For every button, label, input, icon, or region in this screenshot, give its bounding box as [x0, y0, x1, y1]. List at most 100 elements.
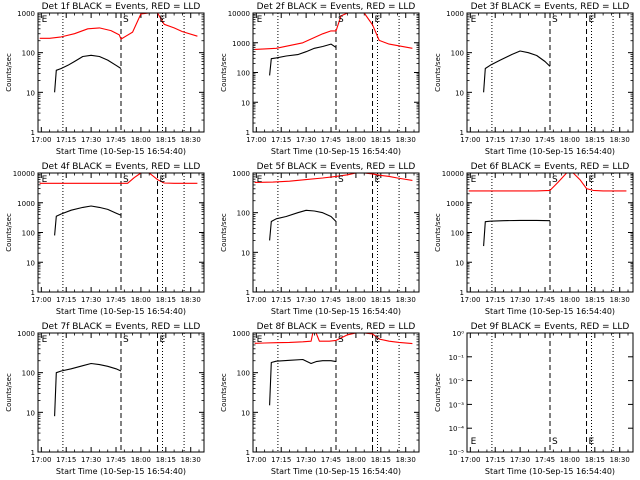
- x-tick-label: 17:15: [56, 456, 76, 464]
- x-tick-label: 17:00: [246, 456, 266, 464]
- event-marker-label: E: [42, 175, 48, 185]
- x-tick-label: 18:30: [610, 296, 630, 304]
- y-tick-label: 10: [455, 89, 464, 97]
- x-tick-label: 18:30: [396, 456, 416, 464]
- x-tick-label: 18:15: [156, 296, 176, 304]
- plot-title: Det 3f BLACK = Events, RED = LLD: [471, 2, 630, 12]
- x-tick-label: 17:30: [510, 136, 530, 144]
- y-tick-label: 100: [22, 370, 35, 378]
- y-tick-label: 1: [246, 129, 250, 137]
- y-tick-label: 10⁻⁵: [449, 449, 465, 457]
- y-axis-label: Counts/sec: [434, 53, 442, 92]
- x-tick-label: 18:15: [585, 296, 605, 304]
- y-tick-label: 10⁻¹: [449, 354, 465, 362]
- plot-title: Det 8f BLACK = Events, RED = LLD: [257, 322, 416, 332]
- y-tick-label: 100: [451, 230, 464, 238]
- x-tick-label: 17:45: [106, 296, 126, 304]
- y-tick-label: 100: [237, 370, 250, 378]
- event-marker-label: E: [375, 15, 381, 25]
- lld-series-line: [254, 172, 413, 183]
- y-axis-label: Counts/sec: [434, 213, 442, 252]
- x-tick-label: 17:15: [56, 136, 76, 144]
- x-tick-label: 18:00: [560, 296, 580, 304]
- events-series-line: [54, 54, 122, 93]
- x-tick-label: 17:45: [106, 136, 126, 144]
- x-tick-label: 17:15: [485, 136, 505, 144]
- plot-frame: [466, 172, 634, 293]
- event-marker-label: E: [160, 15, 166, 25]
- y-tick-label: 100: [237, 210, 250, 218]
- y-tick-label: 100: [22, 50, 35, 58]
- lld-series-line: [254, 12, 413, 50]
- y-axis-label: Counts/sec: [434, 373, 442, 412]
- x-axis-label: Start Time (10-Sep-15 16:54:40): [56, 467, 186, 476]
- y-tick-label: 1000: [17, 330, 35, 338]
- event-marker-label: E: [471, 15, 477, 25]
- y-axis-label: Counts/sec: [5, 373, 13, 412]
- x-tick-label: 17:00: [460, 456, 480, 464]
- x-tick-label: 18:15: [156, 456, 176, 464]
- x-tick-label: 17:15: [485, 296, 505, 304]
- y-tick-label: 10: [26, 89, 35, 97]
- x-axis-label: Start Time (10-Sep-15 16:54:40): [485, 307, 615, 316]
- y-axis-label: Counts/sec: [220, 213, 228, 252]
- event-marker-label: E: [589, 175, 595, 185]
- x-tick-label: 18:00: [346, 456, 366, 464]
- x-tick-label: 18:15: [371, 456, 391, 464]
- x-axis-label: Start Time (10-Sep-15 16:54:40): [271, 147, 401, 156]
- events-series-line: [483, 50, 551, 93]
- y-axis-label: Counts/sec: [5, 213, 13, 252]
- x-tick-label: 18:00: [131, 136, 151, 144]
- y-tick-label: 1000: [232, 40, 250, 48]
- x-tick-label: 18:30: [610, 136, 630, 144]
- events-series-line: [269, 358, 337, 406]
- x-tick-label: 18:15: [585, 136, 605, 144]
- x-tick-label: 17:45: [321, 296, 341, 304]
- x-tick-label: 17:45: [321, 136, 341, 144]
- plot-frame: [37, 172, 205, 293]
- event-marker-label: E: [375, 335, 381, 345]
- x-tick-label: 17:30: [510, 456, 530, 464]
- plot-frame: [252, 12, 420, 133]
- x-tick-label: 17:45: [321, 456, 341, 464]
- x-axis-label: Start Time (10-Sep-15 16:54:40): [485, 467, 615, 476]
- event-marker-label: E: [471, 175, 477, 185]
- x-tick-label: 17:45: [535, 136, 555, 144]
- x-tick-label: 18:00: [346, 136, 366, 144]
- event-marker-label: E: [471, 437, 477, 447]
- x-tick-label: 18:15: [371, 296, 391, 304]
- event-marker-label: E: [589, 437, 595, 447]
- event-marker-label: S: [338, 15, 344, 25]
- y-tick-label: 1: [31, 129, 35, 137]
- x-tick-label: 17:15: [485, 456, 505, 464]
- event-marker-label: E: [257, 15, 263, 25]
- plot-title: Det 9f BLACK = Events, RED = LLD: [471, 322, 630, 332]
- y-tick-label: 10000: [228, 10, 250, 18]
- x-tick-label: 17:45: [535, 296, 555, 304]
- x-tick-label: 18:15: [156, 136, 176, 144]
- y-axis-label: Counts/sec: [220, 53, 228, 92]
- x-tick-label: 18:00: [560, 456, 580, 464]
- y-tick-label: 1: [460, 129, 464, 137]
- x-tick-label: 17:30: [81, 456, 101, 464]
- y-tick-label: 100: [451, 50, 464, 58]
- y-tick-label: 10⁻³: [449, 401, 465, 409]
- x-axis-label: Start Time (10-Sep-15 16:54:40): [271, 467, 401, 476]
- event-marker-label: E: [42, 15, 48, 25]
- event-marker-label: E: [257, 175, 263, 185]
- x-tick-label: 18:00: [131, 296, 151, 304]
- event-marker-label: S: [123, 175, 129, 185]
- y-tick-label: 100: [22, 230, 35, 238]
- x-tick-label: 17:15: [271, 456, 291, 464]
- x-tick-label: 18:00: [131, 456, 151, 464]
- y-tick-label: 10000: [442, 170, 464, 178]
- y-tick-label: 10⁻²: [449, 378, 465, 386]
- y-tick-label: 1: [31, 449, 35, 457]
- y-tick-label: 1000: [446, 10, 464, 18]
- events-series-line: [54, 362, 122, 417]
- y-tick-label: 1: [246, 289, 250, 297]
- event-marker-label: S: [338, 335, 344, 345]
- x-axis-label: Start Time (10-Sep-15 16:54:40): [56, 147, 186, 156]
- x-axis-label: Start Time (10-Sep-15 16:54:40): [271, 307, 401, 316]
- y-tick-label: 1000: [17, 10, 35, 18]
